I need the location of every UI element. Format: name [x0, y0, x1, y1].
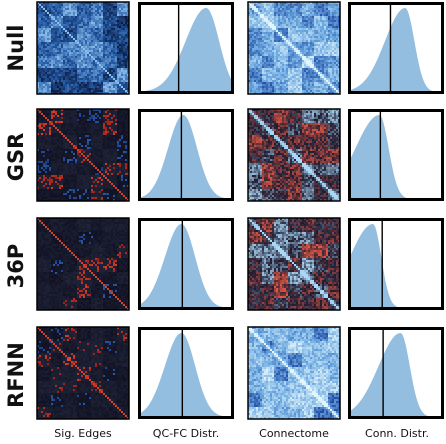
connectome-heatmap-null [247, 1, 341, 95]
panel-frame [348, 109, 444, 201]
conn-distribution-36p [348, 218, 444, 310]
conn-distribution-rfnn [348, 327, 444, 419]
row-label-rfnn: RFNN [4, 342, 28, 408]
density-area [140, 115, 232, 199]
row-label-36p: 36P [4, 244, 28, 289]
column-label-sig-edges: Sig. Edges [54, 427, 112, 440]
density-area [140, 333, 232, 417]
row-label-null: Null [4, 25, 28, 72]
conn-distribution-null [348, 2, 444, 94]
qcfc-distribution-gsr [138, 109, 234, 201]
panel-frame [138, 109, 234, 201]
density-area [140, 8, 232, 92]
panel-frame [138, 2, 234, 94]
sig-edges-heatmap-null [36, 1, 130, 95]
connectome-heatmap-rfnn [247, 326, 341, 420]
connectome-heatmap-gsr [247, 108, 341, 202]
row-label-gsr: GSR [4, 133, 28, 182]
density-area [140, 224, 232, 308]
panel-frame [348, 2, 444, 94]
conn-distribution-gsr [348, 109, 444, 201]
connectome-heatmap-36p [247, 217, 341, 311]
density-area [350, 115, 442, 199]
qcfc-distribution-null [138, 2, 234, 94]
column-label-qcfc-distr: QC-FC Distr. [153, 427, 219, 440]
sig-edges-heatmap-36p [36, 217, 130, 311]
sig-edges-heatmap-gsr [36, 108, 130, 202]
column-label-connectome: Connectome [259, 427, 329, 440]
column-label-conn-distr: Conn. Distr. [365, 427, 429, 440]
panel-frame [138, 327, 234, 419]
panel-frame [348, 327, 444, 419]
density-area [350, 224, 442, 308]
density-area [350, 333, 442, 417]
panel-frame [348, 218, 444, 310]
sig-edges-heatmap-rfnn [36, 326, 130, 420]
qcfc-distribution-rfnn [138, 327, 234, 419]
qcfc-distribution-36p [138, 218, 234, 310]
density-area [350, 8, 442, 92]
panel-frame [138, 218, 234, 310]
